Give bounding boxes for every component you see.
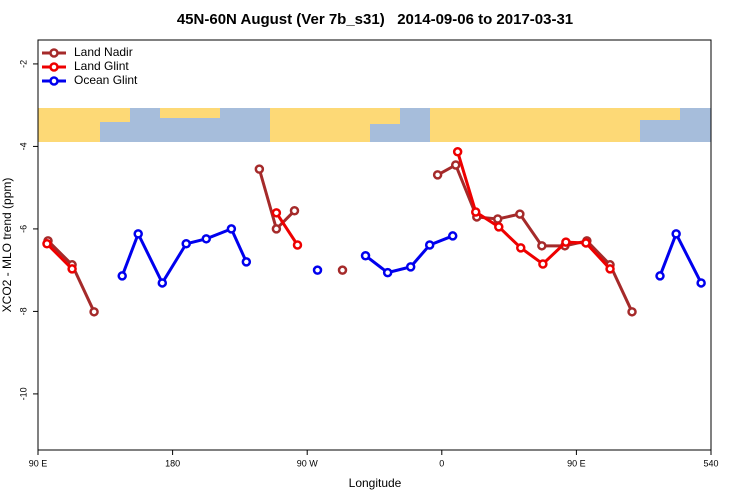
data-point <box>360 250 371 261</box>
y-tick-label: -2 <box>18 60 28 68</box>
x-tick-label: 180 <box>165 458 180 468</box>
data-point <box>226 224 237 234</box>
data-point <box>494 222 504 232</box>
x-tick-label: 540 <box>703 458 718 468</box>
data-point <box>201 234 211 244</box>
data-point <box>289 206 300 216</box>
legend-marker <box>49 48 59 58</box>
data-point <box>181 239 191 249</box>
data-point <box>405 262 416 272</box>
data-point <box>515 209 525 219</box>
y-tick-label: -4 <box>18 142 28 150</box>
land <box>430 108 640 142</box>
x-tick-label: 90 E <box>567 458 586 468</box>
data-point <box>655 271 665 281</box>
x-axis-label: Longitude <box>349 476 402 490</box>
legend-label: Land Glint <box>74 59 129 73</box>
data-point <box>447 231 458 241</box>
chart-title: 45N-60N August (Ver 7b_s31) 2014-09-06 t… <box>177 11 573 28</box>
y-tick-label: -6 <box>18 225 28 233</box>
data-point <box>382 267 393 278</box>
y-axis-label: XCO2 - MLO trend (ppm) <box>0 178 14 313</box>
data-point <box>627 307 637 317</box>
data-point <box>89 307 99 317</box>
data-point <box>133 229 143 239</box>
data-point <box>67 264 77 274</box>
data-point <box>292 240 303 250</box>
land <box>640 108 680 120</box>
data-point <box>157 278 168 288</box>
land <box>38 108 100 142</box>
data-point <box>537 241 547 251</box>
data-point <box>117 271 127 281</box>
data-point <box>241 257 252 267</box>
land <box>270 108 370 142</box>
land <box>100 108 130 122</box>
data-point <box>450 160 461 170</box>
data-point <box>492 214 503 224</box>
x-tick-label: 90 W <box>297 458 319 468</box>
data-point <box>470 207 481 217</box>
legend-label: Ocean Glint <box>74 73 138 87</box>
y-tick-label: -10 <box>18 387 28 400</box>
legend-marker <box>49 62 59 72</box>
legend-label: Land Nadir <box>74 45 133 59</box>
plot-frame <box>37 39 712 451</box>
x-tick-label: 0 <box>439 458 444 468</box>
data-point <box>42 239 52 249</box>
map-strip <box>38 108 711 142</box>
land <box>160 108 220 118</box>
data-point <box>538 259 548 269</box>
data-point <box>671 229 681 239</box>
data-point <box>605 264 615 274</box>
y-tick-label: -8 <box>18 307 28 315</box>
data-point <box>254 164 265 174</box>
legend-marker <box>49 76 59 86</box>
data-point <box>452 147 463 157</box>
data-point <box>696 278 706 288</box>
data-point <box>424 240 435 250</box>
data-point <box>516 243 526 253</box>
data-point <box>581 238 591 248</box>
x-tick-label: 90 E <box>29 458 48 468</box>
land <box>370 108 400 124</box>
data-point <box>432 170 443 180</box>
data-point <box>337 265 348 275</box>
data-point <box>271 224 282 234</box>
data-point <box>271 208 282 218</box>
data-point <box>561 237 571 247</box>
data-point <box>312 265 323 275</box>
